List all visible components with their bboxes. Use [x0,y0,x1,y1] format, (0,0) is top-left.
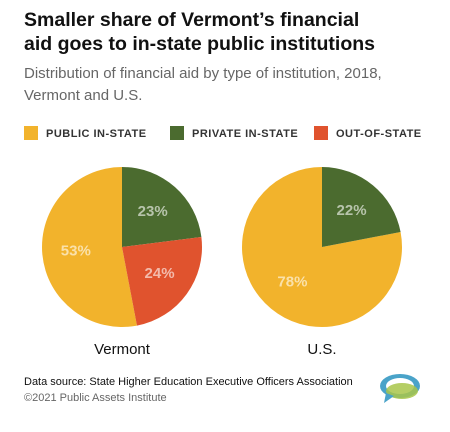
source: Data source: State Higher Education Exec… [24,376,353,388]
legend-label: PUBLIC IN-STATE [46,128,147,140]
pie-title: Vermont [94,341,151,358]
pie-slice [122,167,202,247]
subtitle-line: Vermont and U.S. [24,87,142,104]
legend-label: OUT-OF-STATE [336,128,422,140]
slice-label: 22% [337,202,367,219]
legend-label: PRIVATE IN-STATE [192,128,298,140]
slice-label: 53% [61,242,91,259]
legend-swatch [314,126,328,140]
pie-slice [322,167,401,247]
slice-label: 78% [277,274,307,291]
pie-title: U.S. [307,341,336,358]
slice-label: 23% [138,203,168,220]
pie-slice [122,236,202,326]
credit: ©2021 Public Assets Institute [24,392,167,404]
logo [380,374,420,403]
slice-label: 24% [145,265,175,282]
pie-slice [42,167,137,327]
title-line: aid goes to in-state public institutions [24,33,375,55]
legend-swatch [24,126,38,140]
title-line: Smaller share of Vermont’s financial [24,9,359,31]
subtitle-line: Distribution of financial aid by type of… [24,65,382,82]
legend-swatch [170,126,184,140]
